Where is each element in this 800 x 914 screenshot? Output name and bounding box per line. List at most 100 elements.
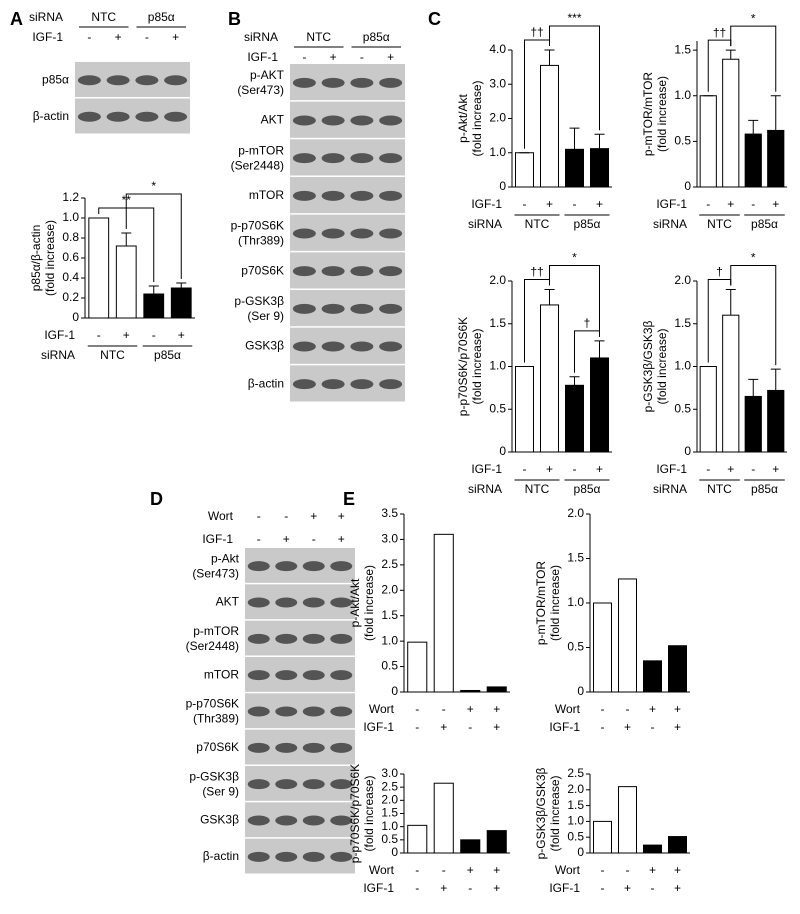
condition-label: + [440, 720, 447, 734]
condition-label: + [596, 197, 603, 211]
group-label: p85α [574, 217, 601, 231]
blot-band [247, 779, 270, 790]
y-tick-label: 0.5 [674, 401, 691, 415]
y-tick-label: 3.5 [381, 506, 398, 520]
blot-row-label: p-mTOR [238, 143, 284, 157]
blot-band [302, 633, 325, 644]
blot-row-label: β-actin [203, 849, 239, 863]
blot-band [292, 153, 316, 164]
condition-label: + [440, 881, 447, 895]
y-tick-label: 0.2 [62, 290, 79, 304]
blot-header-name: IGF-1 [202, 532, 233, 546]
blot-row-label: p-GSK3β [234, 294, 284, 308]
y-tick-label: 3.0 [381, 766, 398, 780]
group-name: siRNA [468, 217, 502, 231]
condition-label: - [468, 881, 472, 895]
y-axis-sublabel: (fold increase) [362, 775, 376, 851]
significance-label: † [716, 265, 723, 279]
blot-band [292, 190, 316, 201]
blot-band [350, 153, 374, 164]
blot-band [302, 742, 325, 753]
blot-band [321, 341, 345, 352]
bar [170, 287, 192, 319]
blot-lane-label: + [283, 532, 290, 546]
panel-letter: B [228, 9, 241, 29]
blot-header-name: siRNA [29, 10, 63, 24]
condition-label: + [772, 197, 779, 211]
blot-row-label: p-GSK3β [189, 769, 239, 783]
y-tick-label: 1.5 [489, 316, 506, 330]
blot-band [379, 266, 403, 277]
y-tick-label: 2.5 [567, 766, 584, 780]
bar [593, 602, 612, 693]
y-axis-sublabel: (fold increase) [43, 220, 57, 296]
blot-band [164, 75, 188, 86]
y-tick-label: 2.0 [567, 506, 584, 520]
blot-band [379, 77, 403, 88]
y-tick-label: 4.0 [489, 42, 506, 56]
condition-label: - [415, 702, 419, 716]
y-tick-label: 0 [391, 845, 398, 859]
blot-band [275, 706, 298, 717]
blot-band [275, 670, 298, 681]
group-label: NTC [525, 482, 550, 496]
condition-label: + [674, 863, 681, 877]
blot-band [350, 228, 374, 239]
bar [486, 830, 507, 854]
group-name: siRNA [468, 482, 502, 496]
y-tick-label: 2.5 [381, 779, 398, 793]
bar [744, 395, 762, 453]
condition-label: + [596, 462, 603, 476]
y-tick-label: 0 [577, 684, 584, 698]
y-tick-label: 1.0 [381, 633, 398, 647]
condition-label: - [626, 702, 630, 716]
y-tick-label: 0.6 [62, 250, 79, 264]
condition-label: - [601, 720, 605, 734]
blot-band [247, 597, 270, 608]
blot-lane-label: + [172, 30, 179, 44]
y-tick-label: 0 [72, 310, 79, 324]
error-bar [725, 49, 736, 60]
group-label: p85α [574, 482, 601, 496]
y-tick-label: 0 [684, 179, 691, 193]
y-tick-label: 1.5 [674, 316, 691, 330]
condition-label: + [493, 881, 500, 895]
blot-lane-label: - [302, 50, 306, 64]
significance-label: †† [713, 25, 726, 39]
significance-bracket [549, 265, 600, 337]
condition-label: - [601, 702, 605, 716]
condition-label: + [727, 462, 734, 476]
blot-band [135, 75, 159, 86]
blot-lane-label: + [338, 532, 345, 546]
group-label: NTC [525, 217, 550, 231]
blot-row-sublabel: (Thr389) [193, 712, 239, 726]
blot-band [275, 742, 298, 753]
blot-row-label: AKT [216, 595, 240, 609]
blot-row-sublabel: (Ser 9) [247, 309, 284, 323]
bar [540, 64, 559, 188]
condition-label: - [651, 881, 655, 895]
error-bar [594, 133, 605, 149]
bar [668, 836, 687, 854]
condition-label: - [601, 881, 605, 895]
condition-label: - [706, 462, 710, 476]
condition-name: IGF-1 [656, 462, 687, 476]
condition-label: + [178, 328, 185, 342]
condition-label: - [651, 720, 655, 734]
group-label: p85α [751, 217, 778, 231]
blot-band [350, 379, 374, 390]
y-tick-label: 2.0 [381, 793, 398, 807]
blot-row-sublabel: (Ser473) [192, 566, 239, 580]
condition-label: - [442, 863, 446, 877]
blot-band [292, 341, 316, 352]
y-axis-label: p-GSK3β/GSK3β [641, 320, 655, 412]
blot-band [350, 266, 374, 277]
y-tick-label: 0.5 [674, 134, 691, 148]
condition-label: - [97, 328, 101, 342]
condition-name: Wort [555, 863, 581, 877]
blot-band [330, 706, 353, 717]
blot-band [379, 190, 403, 201]
condition-name: IGF-1 [549, 720, 580, 734]
bar [565, 148, 584, 188]
blot-lane-label: - [257, 532, 261, 546]
